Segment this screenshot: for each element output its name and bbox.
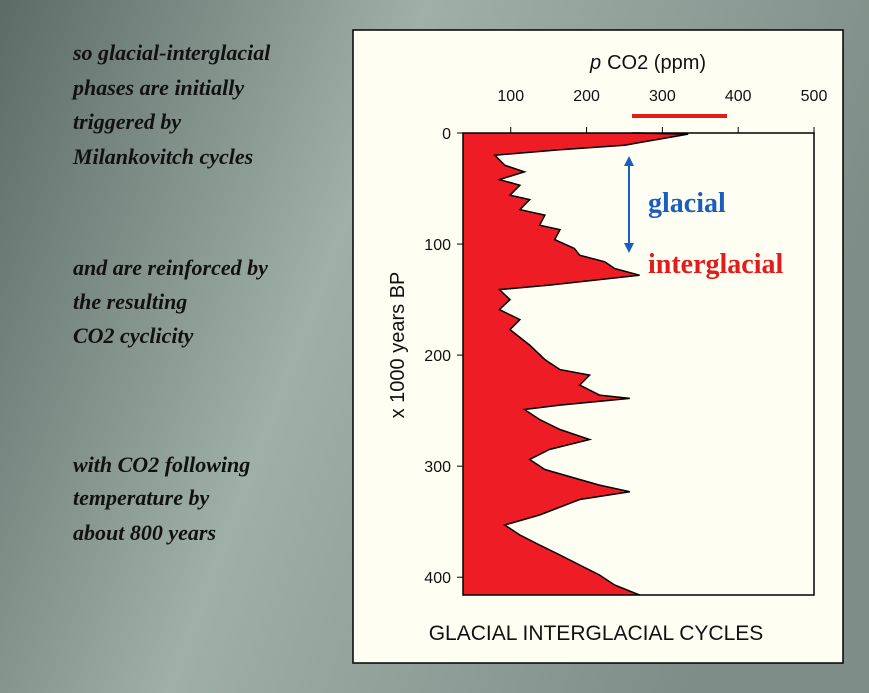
x-axis-label: p CO2 (ppm) xyxy=(589,52,706,74)
y-tick-label: 100 xyxy=(424,237,451,254)
x-label-rest: CO2 (ppm) xyxy=(607,52,706,74)
arrow-head xyxy=(624,243,634,253)
note-line: so glacial-interglacial xyxy=(72,40,271,65)
arrow-head xyxy=(624,156,634,166)
annotation: interglacial xyxy=(648,249,784,280)
x-tick-label: 100 xyxy=(497,88,524,105)
x-tick-label: 500 xyxy=(801,88,828,105)
note-line: about 800 years xyxy=(73,520,216,545)
plot-frame xyxy=(462,132,815,596)
note-line: temperature by xyxy=(73,485,209,510)
x-tick-label: 300 xyxy=(649,88,676,105)
note-line: phases are initially xyxy=(71,75,244,100)
y-tick-label: 400 xyxy=(424,570,451,587)
note-line: Milankovitch cycles xyxy=(72,144,253,169)
y-axis-label: x 1000 years BP xyxy=(387,272,409,419)
y-tick-label: 0 xyxy=(442,126,451,143)
y-tick-label: 300 xyxy=(424,459,451,476)
x-tick-label: 400 xyxy=(725,88,752,105)
note-line: the resulting xyxy=(73,289,187,314)
area-fill xyxy=(463,133,689,595)
chart-panel xyxy=(352,29,844,664)
note-line: triggered by xyxy=(73,109,181,134)
note-line: CO2 cyclicity xyxy=(73,323,194,348)
y-tick-label: 200 xyxy=(424,348,451,365)
note-line: and are reinforced by xyxy=(73,255,268,280)
area-line xyxy=(493,132,689,596)
x-tick-label: 200 xyxy=(573,88,600,105)
caption: GLACIAL INTERGLACIAL CYCLES xyxy=(429,622,764,645)
note-line: with CO2 following xyxy=(73,452,250,477)
x-label-italic: p xyxy=(589,52,601,74)
annotation: glacial xyxy=(648,188,726,219)
